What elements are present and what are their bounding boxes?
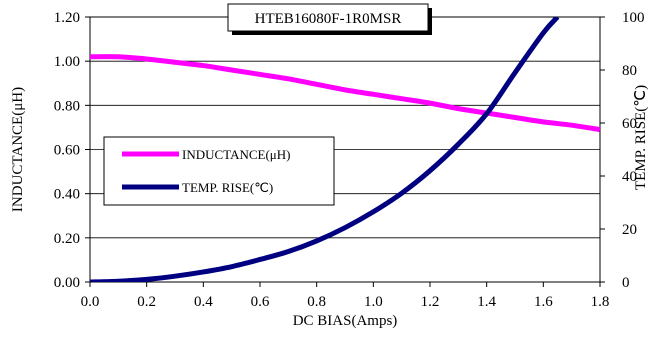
y-right-tick-label: 40	[622, 169, 637, 185]
y-left-tick-label: 1.00	[54, 54, 80, 70]
y-left-tick-label: 0.40	[54, 187, 80, 203]
legend: INDUCTANCE(μH) TEMP. RISE(℃)	[103, 136, 335, 206]
x-tick-label: 1.2	[421, 294, 440, 310]
series-line-temp-rise	[90, 17, 560, 282]
y-axis-right-title: TEMP. RISE(℃)	[633, 85, 649, 190]
y-right-tick-label: 20	[622, 222, 637, 238]
y-right-tick-label: 80	[622, 63, 637, 79]
x-tick-label: 1.8	[591, 294, 610, 310]
series-layer	[90, 17, 600, 282]
y-left-tick-label: 0.20	[54, 231, 80, 247]
y-left-tick-label: 1.20	[54, 10, 80, 26]
x-tick-label: 0.8	[307, 294, 326, 310]
series-line-inductance	[90, 54, 600, 133]
legend-box	[103, 136, 335, 206]
tick-layer: 0.00 0.20 0.40 0.60 0.80 1.00 1.20 0 20 40 60 80 100…	[54, 10, 645, 310]
legend-label-temp-rise: TEMP. RISE(℃)	[182, 180, 273, 195]
y-left-tick-label: 0.00	[54, 275, 80, 291]
x-tick-label: 0.4	[194, 294, 213, 310]
y-right-tick-label: 0	[622, 275, 630, 291]
x-tick-label: 1.0	[364, 294, 383, 310]
y-right-tick-label: 60	[622, 116, 637, 132]
title-box	[227, 3, 429, 32]
y-axis-left-title: INDUCTANCE(μH)	[10, 87, 26, 212]
x-tick-label: 0.0	[81, 294, 100, 310]
y-left-tick-label: 0.60	[54, 143, 80, 159]
chart-title: HTEB16080F-1R0MSR	[255, 11, 402, 27]
x-tick-label: 1.6	[534, 294, 553, 310]
y-left-tick-label: 0.80	[54, 98, 80, 114]
legend-label-inductance: INDUCTANCE(μH)	[182, 147, 290, 162]
x-axis-title: DC BIAS(Amps)	[293, 313, 398, 329]
x-tick-label: 1.4	[477, 294, 496, 310]
x-tick-label: 0.6	[251, 294, 270, 310]
x-tick-label: 0.2	[137, 294, 156, 310]
chart-title-box: HTEB16080F-1R0MSR	[227, 3, 432, 35]
y-right-tick-label: 100	[622, 10, 645, 26]
